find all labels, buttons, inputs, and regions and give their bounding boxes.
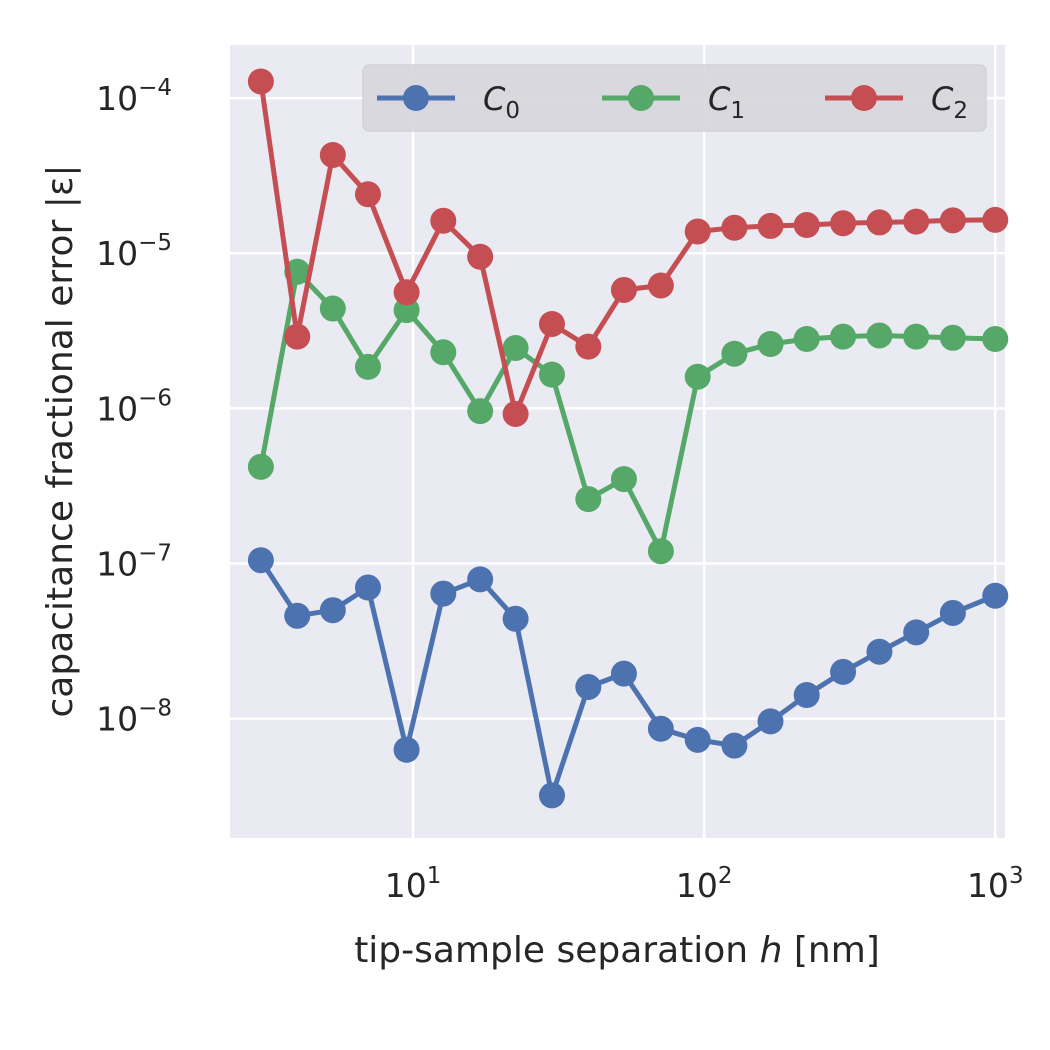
- point-C2-7: [502, 400, 529, 427]
- y-axis-label: capacitance fractional error |ε|: [40, 164, 81, 717]
- legend-marker-C1: [628, 85, 654, 111]
- point-C0-1: [284, 602, 311, 629]
- point-C0-20: [982, 582, 1009, 609]
- point-C1-4: [393, 297, 420, 324]
- series-layer: [247, 68, 1009, 809]
- point-C1-12: [684, 363, 711, 390]
- y-tick-label-3: 10−5: [96, 230, 172, 273]
- legend-label-C1: C1: [708, 80, 745, 124]
- x-axis-label: tip-sample separation h [nm]: [354, 930, 880, 971]
- point-C2-2: [319, 141, 346, 168]
- x-tick-label-0: 101: [385, 863, 442, 905]
- point-C0-19: [939, 599, 966, 626]
- point-C1-19: [939, 324, 966, 351]
- point-C0-5: [430, 580, 457, 607]
- legend: C0 C1 C2: [362, 64, 987, 132]
- point-C1-16: [830, 323, 857, 350]
- point-C1-3: [354, 353, 381, 380]
- point-C1-17: [866, 322, 893, 349]
- point-C1-15: [793, 326, 820, 353]
- point-C1-13: [721, 340, 748, 367]
- point-C2-5: [430, 207, 457, 234]
- point-C1-18: [903, 323, 930, 350]
- x-tick-label-2: 103: [967, 863, 1024, 905]
- point-C2-18: [903, 208, 930, 235]
- point-C0-11: [647, 715, 674, 742]
- y-tick-labels: 10−8 10−7 10−6 10−5 10−4: [96, 75, 172, 739]
- series-C1: [247, 258, 1009, 565]
- point-C1-0: [247, 453, 274, 480]
- legend-items: C0 C1 C2: [377, 80, 968, 124]
- x-tick-labels: 101 102 103: [385, 863, 1024, 905]
- point-C2-14: [757, 212, 784, 239]
- point-C2-20: [982, 206, 1009, 233]
- plot-area: [230, 45, 1005, 838]
- grid: [230, 45, 1005, 838]
- point-C0-8: [538, 782, 565, 809]
- point-C0-9: [575, 673, 602, 700]
- point-C0-17: [866, 638, 893, 665]
- legend-marker-C0: [403, 85, 429, 111]
- point-C0-7: [502, 605, 529, 632]
- point-C1-11: [647, 538, 674, 565]
- point-C0-3: [354, 574, 381, 601]
- x-tick-label-1: 102: [676, 863, 733, 905]
- y-tick-label-1: 10−7: [96, 540, 172, 583]
- point-C0-12: [684, 726, 711, 753]
- point-C0-4: [393, 736, 420, 763]
- point-C2-0: [247, 68, 274, 95]
- point-C2-11: [647, 272, 674, 299]
- point-C0-15: [793, 681, 820, 708]
- legend-marker-C2: [851, 85, 877, 111]
- point-C2-12: [684, 218, 711, 245]
- point-C2-10: [610, 276, 637, 303]
- point-C0-10: [610, 660, 637, 687]
- y-tick-label-4: 10−4: [96, 75, 172, 118]
- point-C2-8: [538, 310, 565, 337]
- series-C0: [247, 547, 1009, 809]
- point-C2-19: [939, 207, 966, 234]
- series-C2: [247, 68, 1009, 427]
- point-C2-15: [793, 212, 820, 239]
- point-C0-18: [903, 619, 930, 646]
- point-C2-6: [467, 243, 494, 270]
- point-C2-16: [830, 210, 857, 237]
- point-C1-8: [538, 361, 565, 388]
- point-C1-2: [319, 295, 346, 322]
- point-C1-10: [610, 466, 637, 493]
- point-C2-13: [721, 214, 748, 241]
- point-C2-3: [354, 181, 381, 208]
- point-C2-1: [284, 323, 311, 350]
- point-C2-4: [393, 279, 420, 306]
- point-C2-17: [866, 209, 893, 236]
- point-C2-9: [575, 333, 602, 360]
- point-C0-16: [830, 658, 857, 685]
- point-C0-6: [467, 566, 494, 593]
- point-C0-14: [757, 708, 784, 735]
- point-C1-7: [502, 335, 529, 362]
- point-C0-2: [319, 597, 346, 624]
- point-C0-13: [721, 732, 748, 759]
- point-C0-0: [247, 547, 274, 574]
- point-C1-6: [467, 398, 494, 425]
- y-tick-label-2: 10−6: [96, 385, 172, 428]
- point-C1-14: [757, 330, 784, 357]
- point-C1-5: [430, 339, 457, 366]
- point-C1-20: [982, 326, 1009, 353]
- legend-label-C0: C0: [483, 80, 520, 124]
- legend-label-C2: C2: [931, 80, 968, 124]
- y-tick-label-0: 10−8: [96, 696, 172, 739]
- point-C1-9: [575, 486, 602, 513]
